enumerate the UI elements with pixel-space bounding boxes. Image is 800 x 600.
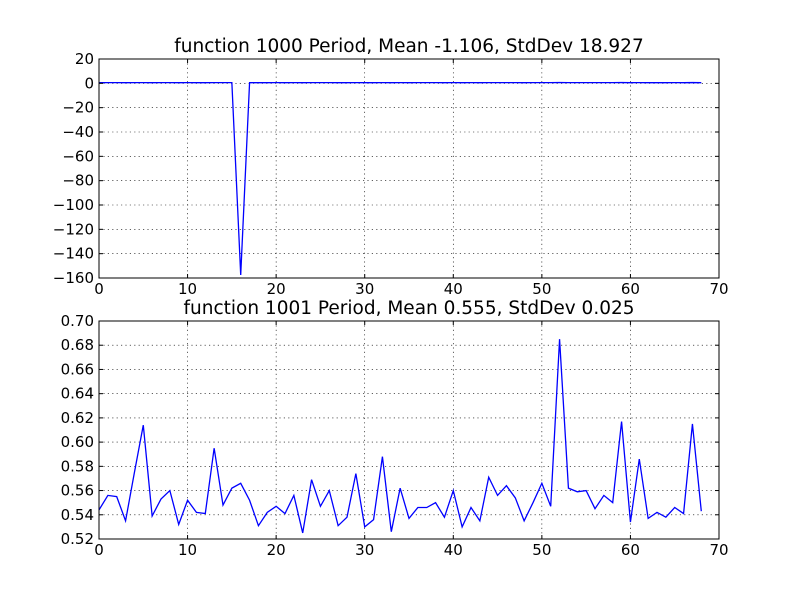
top-chart-series: [98, 81, 702, 275]
bottom-chart-series-line: [98, 339, 702, 534]
top-chart-ytick-label: −40: [62, 123, 94, 141]
bottom-chart-plot-area: [98, 320, 720, 540]
top-chart-plot-area: [98, 58, 720, 279]
bottom-chart-ytick-label: 0.62: [61, 409, 94, 427]
top-chart-title: function 1000 Period, Mean -1.106, StdDe…: [174, 36, 643, 57]
bottom-chart-ytick-label: 0.58: [61, 457, 94, 475]
bottom-chart-ytick-label: 0.68: [61, 336, 94, 354]
bottom-chart-frame-border: [98, 320, 720, 540]
top-chart-series-line: [98, 81, 702, 275]
bottom-chart-ytick-label: 0.70: [61, 312, 94, 330]
top-chart-ytick-label: −80: [62, 172, 94, 190]
bottom-chart-xtick-label: 50: [532, 541, 551, 559]
bottom-chart-xtick-label: 40: [444, 541, 463, 559]
bottom-chart-panel: function 1001 Period, Mean 0.555, StdDev…: [61, 298, 729, 559]
top-chart-ytick-label: −60: [62, 147, 94, 165]
bottom-chart-ytick-label: 0.60: [61, 433, 94, 451]
top-chart-panel: function 1000 Period, Mean -1.106, StdDe…: [53, 36, 729, 298]
top-chart-ytick-label: −140: [53, 245, 94, 263]
bottom-chart-xtick-label: 0: [94, 541, 104, 559]
top-chart-ytick-label: −20: [62, 99, 94, 117]
bottom-chart-series: [98, 339, 702, 534]
bottom-chart-ytick-label: 0.66: [61, 360, 94, 378]
bottom-chart-ytick-label: 0.52: [61, 530, 94, 548]
bottom-chart-ytick-label: 0.54: [61, 506, 94, 524]
top-chart-xtick-label: 40: [444, 280, 463, 298]
bottom-chart-xtick-label: 20: [267, 541, 286, 559]
bottom-chart-xtick-label: 60: [621, 541, 640, 559]
bottom-chart-gridlines: [99, 321, 719, 539]
bottom-chart-xtick-label: 10: [178, 541, 197, 559]
bottom-chart-xtick-label: 70: [709, 541, 728, 559]
bottom-chart-xtick-label: 30: [355, 541, 374, 559]
top-chart-ticks: 0 10 20 30 40 50 60 70 −160 −140 −120 −100 −80 −60 −40…: [53, 50, 729, 298]
top-chart-xtick-label: 30: [355, 280, 374, 298]
top-chart-xtick-label: 0: [94, 280, 104, 298]
bottom-chart-ticks: 0 10 20 30 40 50 60 70 0.52 0.54 0.56 0.58 0.60 0.62 0…: [61, 312, 729, 559]
top-chart-ytick-label: −160: [53, 269, 94, 287]
top-chart-ytick-label: −100: [53, 196, 94, 214]
top-chart-xtick-label: 50: [532, 280, 551, 298]
top-chart-ytick-label: −120: [53, 220, 94, 238]
bottom-chart-ytick-label: 0.56: [61, 482, 94, 500]
top-chart-xtick-label: 60: [621, 280, 640, 298]
top-chart-ytick-label: 20: [75, 50, 94, 68]
top-chart-xtick-label: 10: [178, 280, 197, 298]
top-chart-xtick-label: 70: [709, 280, 728, 298]
top-chart-ytick-label: 0: [84, 74, 94, 92]
top-chart-frame-border: [98, 58, 720, 279]
bottom-chart-title: function 1001 Period, Mean 0.555, StdDev…: [183, 298, 634, 319]
bottom-chart-ytick-label: 0.64: [61, 385, 94, 403]
top-chart-xtick-label: 20: [267, 280, 286, 298]
